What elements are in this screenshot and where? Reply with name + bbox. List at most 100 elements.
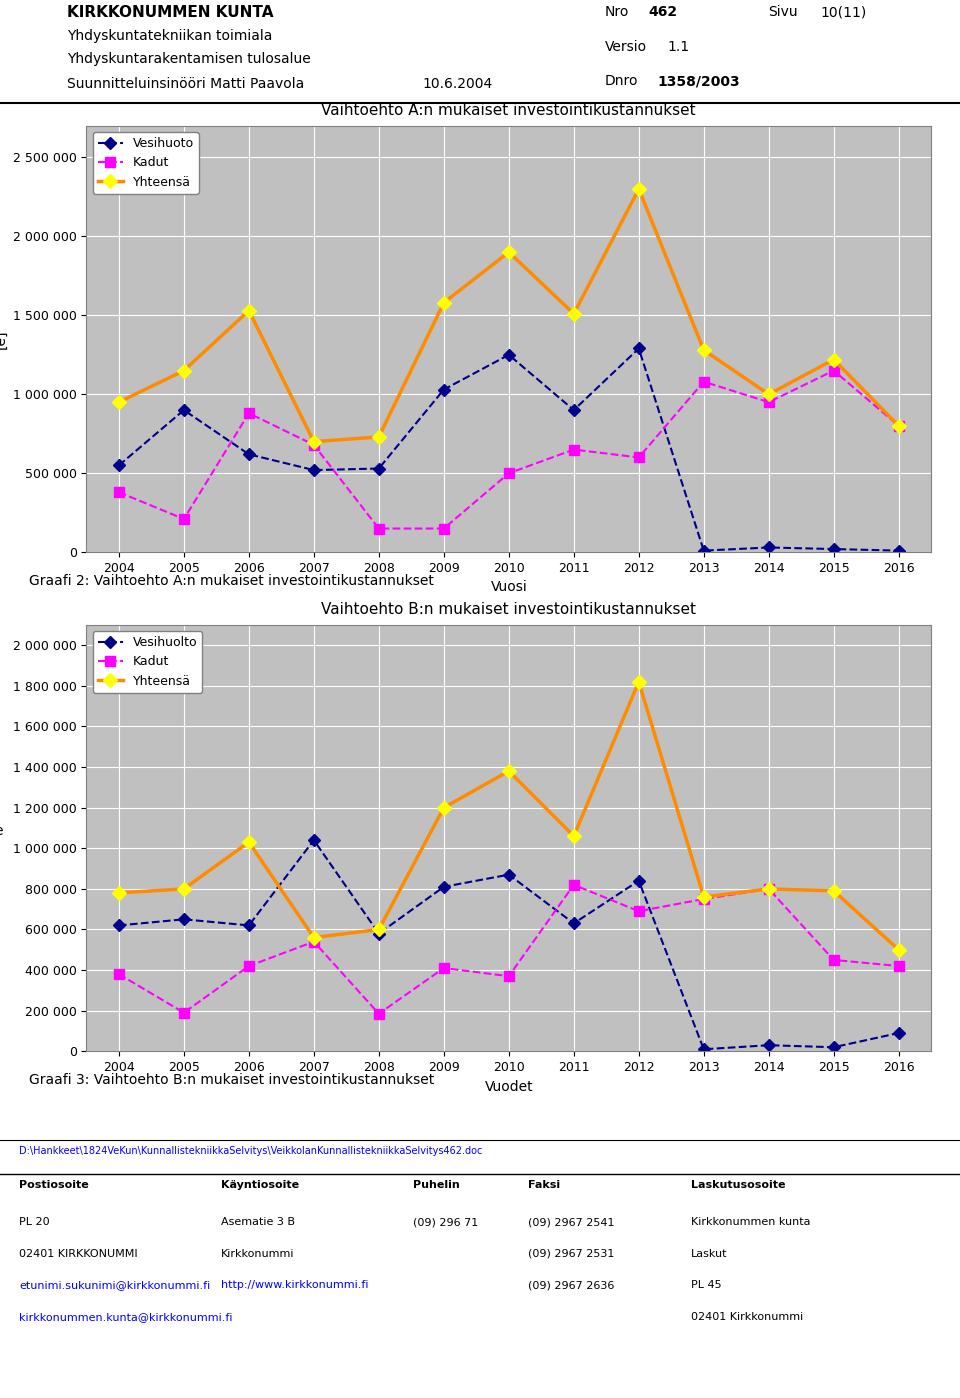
Yhteensä: [243, 302, 254, 319]
Vesihuolto: [113, 917, 125, 934]
Kadut: [568, 877, 580, 893]
Yhteensä: [503, 763, 515, 780]
Line: Kadut: Kadut: [114, 879, 903, 1019]
Yhteensä: [633, 674, 644, 691]
Yhteensä: [828, 351, 839, 368]
Title: Vaihtoehto A:n mukaiset investointikustannukset: Vaihtoehto A:n mukaiset investointikusta…: [322, 102, 696, 117]
Text: etunimi.sukunimi@kirkkonummi.fi: etunimi.sukunimi@kirkkonummi.fi: [19, 1281, 210, 1290]
Vesihuoto: [373, 460, 385, 477]
Text: D:\Hankkeet\1824VeKun\KunnallistekniikkaSelvitys\VeikkolanKunnallistekniikkaSelv: D:\Hankkeet\1824VeKun\Kunnallistekniikka…: [19, 1146, 483, 1156]
Kadut: [698, 891, 709, 907]
Text: Sivu: Sivu: [768, 6, 798, 20]
Kadut: [113, 484, 125, 500]
Vesihuoto: [179, 401, 190, 418]
Text: Faksi: Faksi: [528, 1180, 560, 1190]
Vesihuolto: [698, 1042, 709, 1058]
Text: Dnro: Dnro: [605, 74, 638, 88]
Title: Vaihtoehto B:n mukaiset investointikustannukset: Vaihtoehto B:n mukaiset investointikusta…: [322, 601, 696, 617]
Vesihuoto: [893, 542, 904, 559]
Vesihuolto: [763, 1037, 775, 1054]
Text: Suunnitteluinsinööri Matti Paavola: Suunnitteluinsinööri Matti Paavola: [67, 77, 304, 91]
Kadut: [308, 934, 320, 951]
Kadut: [893, 958, 904, 974]
Text: Graafi 3: Vaihtoehto B:n mukaiset investointikustannukset: Graafi 3: Vaihtoehto B:n mukaiset invest…: [29, 1072, 434, 1088]
Kadut: [893, 418, 904, 435]
Vesihuoto: [113, 457, 125, 474]
Legend: Vesihuolto, Kadut, Yhteensä: Vesihuolto, Kadut, Yhteensä: [93, 630, 203, 692]
Vesihuolto: [893, 1025, 904, 1042]
Kadut: [763, 394, 775, 411]
Yhteensä: [308, 433, 320, 450]
Kadut: [373, 520, 385, 537]
Yhteensä: [373, 921, 385, 938]
Vesihuolto: [373, 925, 385, 942]
Kadut: [828, 362, 839, 379]
Kadut: [633, 903, 644, 920]
Kadut: [698, 373, 709, 390]
Vesihuolto: [308, 832, 320, 849]
Kadut: [828, 952, 839, 969]
Text: Yhdyskuntarakentamisen tulosalue: Yhdyskuntarakentamisen tulosalue: [67, 52, 311, 67]
Line: Vesihuolto: Vesihuolto: [115, 836, 902, 1054]
Kadut: [373, 1005, 385, 1022]
Yhteensä: [763, 386, 775, 403]
Text: Graafi 2: Vaihtoehto A:n mukaiset investointikustannukset: Graafi 2: Vaihtoehto A:n mukaiset invest…: [29, 573, 434, 589]
Text: (09) 2967 2636: (09) 2967 2636: [528, 1281, 614, 1290]
Vesihuolto: [633, 872, 644, 889]
Yhteensä: [373, 429, 385, 446]
Kadut: [243, 958, 254, 974]
Vesihuoto: [763, 540, 775, 556]
Text: 10(11): 10(11): [821, 6, 867, 20]
Vesihuolto: [568, 916, 580, 932]
Yhteensä: [893, 418, 904, 435]
Vesihuolto: [503, 867, 515, 884]
Text: Kirkkonummi: Kirkkonummi: [221, 1248, 295, 1260]
Text: 1.1: 1.1: [667, 39, 689, 55]
Vesihuoto: [438, 382, 449, 398]
Line: Yhteensä: Yhteensä: [114, 185, 903, 446]
Legend: Vesihuoto, Kadut, Yhteensä: Vesihuoto, Kadut, Yhteensä: [93, 131, 199, 193]
Yhteensä: [828, 882, 839, 899]
Text: Puhelin: Puhelin: [413, 1180, 460, 1190]
Text: 10.6.2004: 10.6.2004: [422, 77, 492, 91]
Text: PL 20: PL 20: [19, 1218, 50, 1227]
Vesihuolto: [243, 917, 254, 934]
Y-axis label: e: e: [0, 823, 3, 837]
Text: 02401 Kirkkonummi: 02401 Kirkkonummi: [691, 1311, 804, 1323]
Text: (09) 2967 2531: (09) 2967 2531: [528, 1248, 614, 1260]
Vesihuoto: [243, 446, 254, 463]
Yhteensä: [438, 295, 449, 312]
Text: (09) 2967 2541: (09) 2967 2541: [528, 1218, 614, 1227]
Line: Kadut: Kadut: [114, 366, 903, 534]
Kadut: [113, 966, 125, 983]
Text: Käyntiosoite: Käyntiosoite: [221, 1180, 299, 1190]
Kadut: [179, 1004, 190, 1021]
Text: Kirkkonummen kunta: Kirkkonummen kunta: [691, 1218, 810, 1227]
Kadut: [633, 449, 644, 466]
Vesihuoto: [698, 542, 709, 559]
Kadut: [503, 466, 515, 482]
Kadut: [503, 967, 515, 984]
X-axis label: Vuodet: Vuodet: [485, 1079, 533, 1093]
Vesihuolto: [179, 911, 190, 928]
Vesihuoto: [503, 347, 515, 363]
Yhteensä: [113, 885, 125, 902]
Yhteensä: [763, 881, 775, 898]
Vesihuolto: [438, 878, 449, 895]
Text: Laskut: Laskut: [691, 1248, 728, 1260]
Yhteensä: [308, 930, 320, 946]
Kadut: [763, 881, 775, 898]
Text: http://www.kirkkonummi.fi: http://www.kirkkonummi.fi: [221, 1281, 369, 1290]
Text: 1358/2003: 1358/2003: [658, 74, 740, 88]
Kadut: [243, 405, 254, 422]
Vesihuoto: [633, 340, 644, 356]
Yhteensä: [698, 341, 709, 358]
Text: KIRKKONUMMEN KUNTA: KIRKKONUMMEN KUNTA: [67, 6, 274, 20]
Y-axis label: [e]: [e]: [0, 330, 8, 348]
Text: Yhdyskuntatekniikan toimiala: Yhdyskuntatekniikan toimiala: [67, 29, 273, 43]
Yhteensä: [179, 362, 190, 379]
Vesihuoto: [828, 541, 839, 558]
Yhteensä: [438, 800, 449, 816]
Text: Versio: Versio: [605, 39, 647, 55]
Text: PL 45: PL 45: [691, 1281, 722, 1290]
